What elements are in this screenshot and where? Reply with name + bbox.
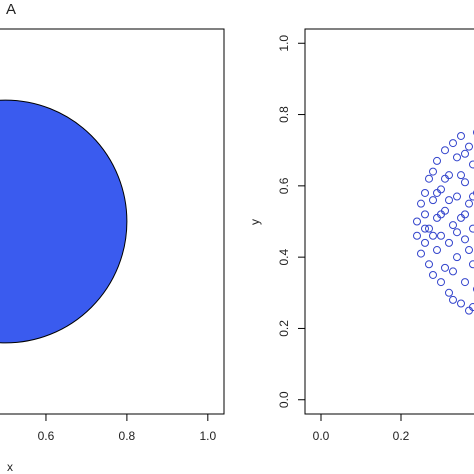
point <box>449 267 457 276</box>
point <box>457 131 465 140</box>
x-tick-label: 1.0 <box>199 429 216 443</box>
point <box>449 139 457 148</box>
y-tick-label: 1.0 <box>277 35 291 52</box>
point <box>465 199 473 208</box>
point <box>445 288 453 297</box>
point <box>457 171 465 180</box>
plot-frame <box>0 28 225 415</box>
point <box>413 217 421 226</box>
point <box>433 246 441 255</box>
point <box>461 178 469 187</box>
point <box>469 260 474 269</box>
point <box>417 199 425 208</box>
point <box>437 210 445 219</box>
point <box>469 303 474 312</box>
point <box>421 238 429 247</box>
point <box>425 260 433 269</box>
point <box>469 224 474 233</box>
x-tick-label: 0.0 <box>313 429 330 443</box>
point <box>441 146 449 155</box>
point <box>421 210 429 219</box>
point <box>421 188 429 197</box>
point <box>429 270 437 279</box>
point <box>449 295 457 304</box>
panel-label: A <box>6 1 16 18</box>
point <box>437 231 445 240</box>
y-axis-label: y <box>248 219 262 225</box>
point <box>449 221 457 230</box>
point <box>417 249 425 258</box>
y-tick-label: 0.8 <box>277 106 291 123</box>
point <box>469 160 474 169</box>
point <box>461 149 469 158</box>
point <box>453 228 461 237</box>
point <box>445 238 453 247</box>
x-tick-label: 0.8 <box>119 429 136 443</box>
point <box>465 246 473 255</box>
y-tick-label: 0.2 <box>277 320 291 337</box>
point <box>421 224 429 233</box>
point <box>437 278 445 287</box>
point <box>429 231 437 240</box>
point <box>425 224 433 233</box>
point <box>413 231 421 240</box>
point <box>461 278 469 287</box>
point <box>433 188 441 197</box>
y-tick-label: 0.0 <box>277 391 291 408</box>
y-tick-label: 0.4 <box>277 248 291 265</box>
point <box>469 192 474 201</box>
point <box>429 167 437 176</box>
point <box>445 196 453 205</box>
plot-frame <box>304 28 474 415</box>
x-tick-label: 0.2 <box>393 429 410 443</box>
disc <box>0 99 128 344</box>
point <box>453 153 461 162</box>
point <box>457 299 465 308</box>
point <box>453 253 461 262</box>
y-tick-label: 0.6 <box>277 177 291 194</box>
point <box>433 156 441 165</box>
x-axis-label: x <box>7 460 13 474</box>
point <box>441 263 449 272</box>
point <box>425 174 433 183</box>
x-tick-label: 0.6 <box>38 429 55 443</box>
point <box>461 210 469 219</box>
point <box>461 235 469 244</box>
point <box>441 174 449 183</box>
point <box>465 142 473 151</box>
point <box>429 196 437 205</box>
point <box>453 192 461 201</box>
